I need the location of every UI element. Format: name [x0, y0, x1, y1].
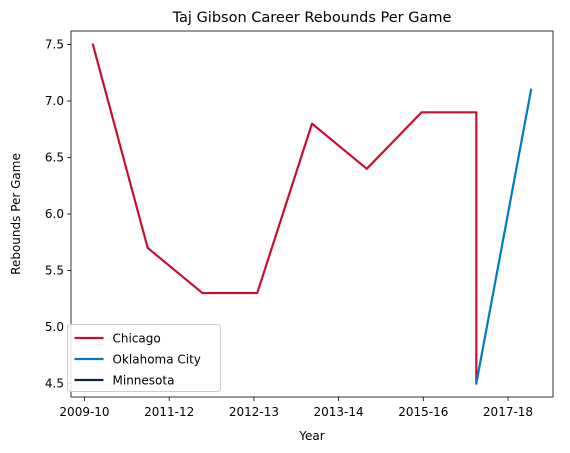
- series-line-oklahoma-city: [475, 88, 533, 385]
- x-tick-label: 2011-12: [144, 405, 194, 419]
- legend-label: Chicago: [113, 332, 161, 346]
- y-tick-label: 7.5: [45, 38, 64, 52]
- y-tick-label: 6.5: [45, 151, 64, 165]
- x-tick-label: 2017-18: [483, 405, 533, 419]
- y-tick-label: 6.0: [45, 207, 64, 221]
- x-tick-label: 2015-16: [398, 405, 448, 419]
- legend: Chicago Oklahoma City Minnesota: [67, 324, 221, 392]
- y-axis-title: Rebounds Per Game: [9, 153, 23, 275]
- y-tick-label: 4.5: [45, 376, 64, 390]
- x-tick-label: 2009-10: [59, 405, 109, 419]
- chart-title: Taj Gibson Career Rebounds Per Game: [172, 10, 452, 26]
- x-tick-label: 2013-14: [314, 405, 364, 419]
- y-tick-label: 5.5: [45, 263, 64, 277]
- x-axis: 2009-10 2011-12 2012-13 2013-14 2015-16 2017-…: [59, 397, 533, 419]
- x-axis-title: Year: [298, 429, 324, 443]
- legend-box: [67, 324, 221, 392]
- legend-label: Oklahoma City: [113, 353, 201, 367]
- series-layer: [91, 43, 533, 385]
- y-tick-label: 5.0: [45, 320, 64, 334]
- series-line-chicago: [91, 43, 478, 385]
- x-tick-label: 2012-13: [229, 405, 279, 419]
- legend-label: Minnesota: [113, 374, 175, 388]
- y-tick-label: 7.0: [45, 94, 64, 108]
